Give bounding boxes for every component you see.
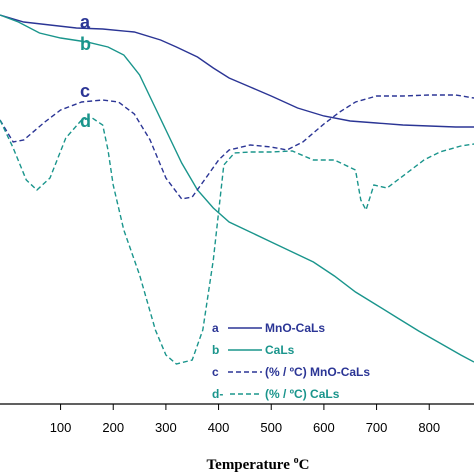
x-axis-title-sup: o (294, 455, 299, 466)
x-tick-label-600: 600 (313, 420, 335, 435)
x-tick-label-400: 400 (208, 420, 230, 435)
legend-label-a: MnO-CaLs (265, 321, 325, 335)
curve-label-b: b (80, 34, 91, 54)
legend-letter-b: b (212, 343, 219, 357)
legend: a MnO-CaLs b CaLs c (% / ºC) MnO-CaLs d-… (212, 321, 370, 401)
curve-label-d: d (80, 111, 91, 131)
series-layer (0, 14, 474, 365)
x-ticks: 100 200 300 400 500 600 700 800 (50, 404, 440, 435)
x-tick-label-500: 500 (260, 420, 282, 435)
x-tick-label-300: 300 (155, 420, 177, 435)
x-axis-title-text: Temperature (207, 457, 294, 473)
x-tick-label-700: 700 (366, 420, 388, 435)
x-axis-title: Temperature oC (207, 455, 310, 473)
x-tick-label-200: 200 (102, 420, 124, 435)
curve-label-c: c (80, 81, 90, 101)
x-axis-title-unit: C (299, 457, 310, 473)
series-line-d (0, 117, 474, 365)
legend-label-b: CaLs (265, 343, 295, 357)
legend-label-c: (% / ºC) MnO-CaLs (265, 365, 370, 379)
series-line-c (0, 94, 474, 200)
legend-letter-c: c (212, 365, 219, 379)
curve-label-a: a (80, 12, 91, 32)
x-tick-label-800: 800 (418, 420, 440, 435)
legend-letter-d: d- (212, 387, 223, 401)
series-line-b (0, 14, 474, 363)
series-line-a (0, 14, 474, 128)
legend-letter-a: a (212, 321, 219, 335)
legend-label-d: (% / ºC) CaLs (265, 387, 340, 401)
x-tick-label-100: 100 (50, 420, 72, 435)
